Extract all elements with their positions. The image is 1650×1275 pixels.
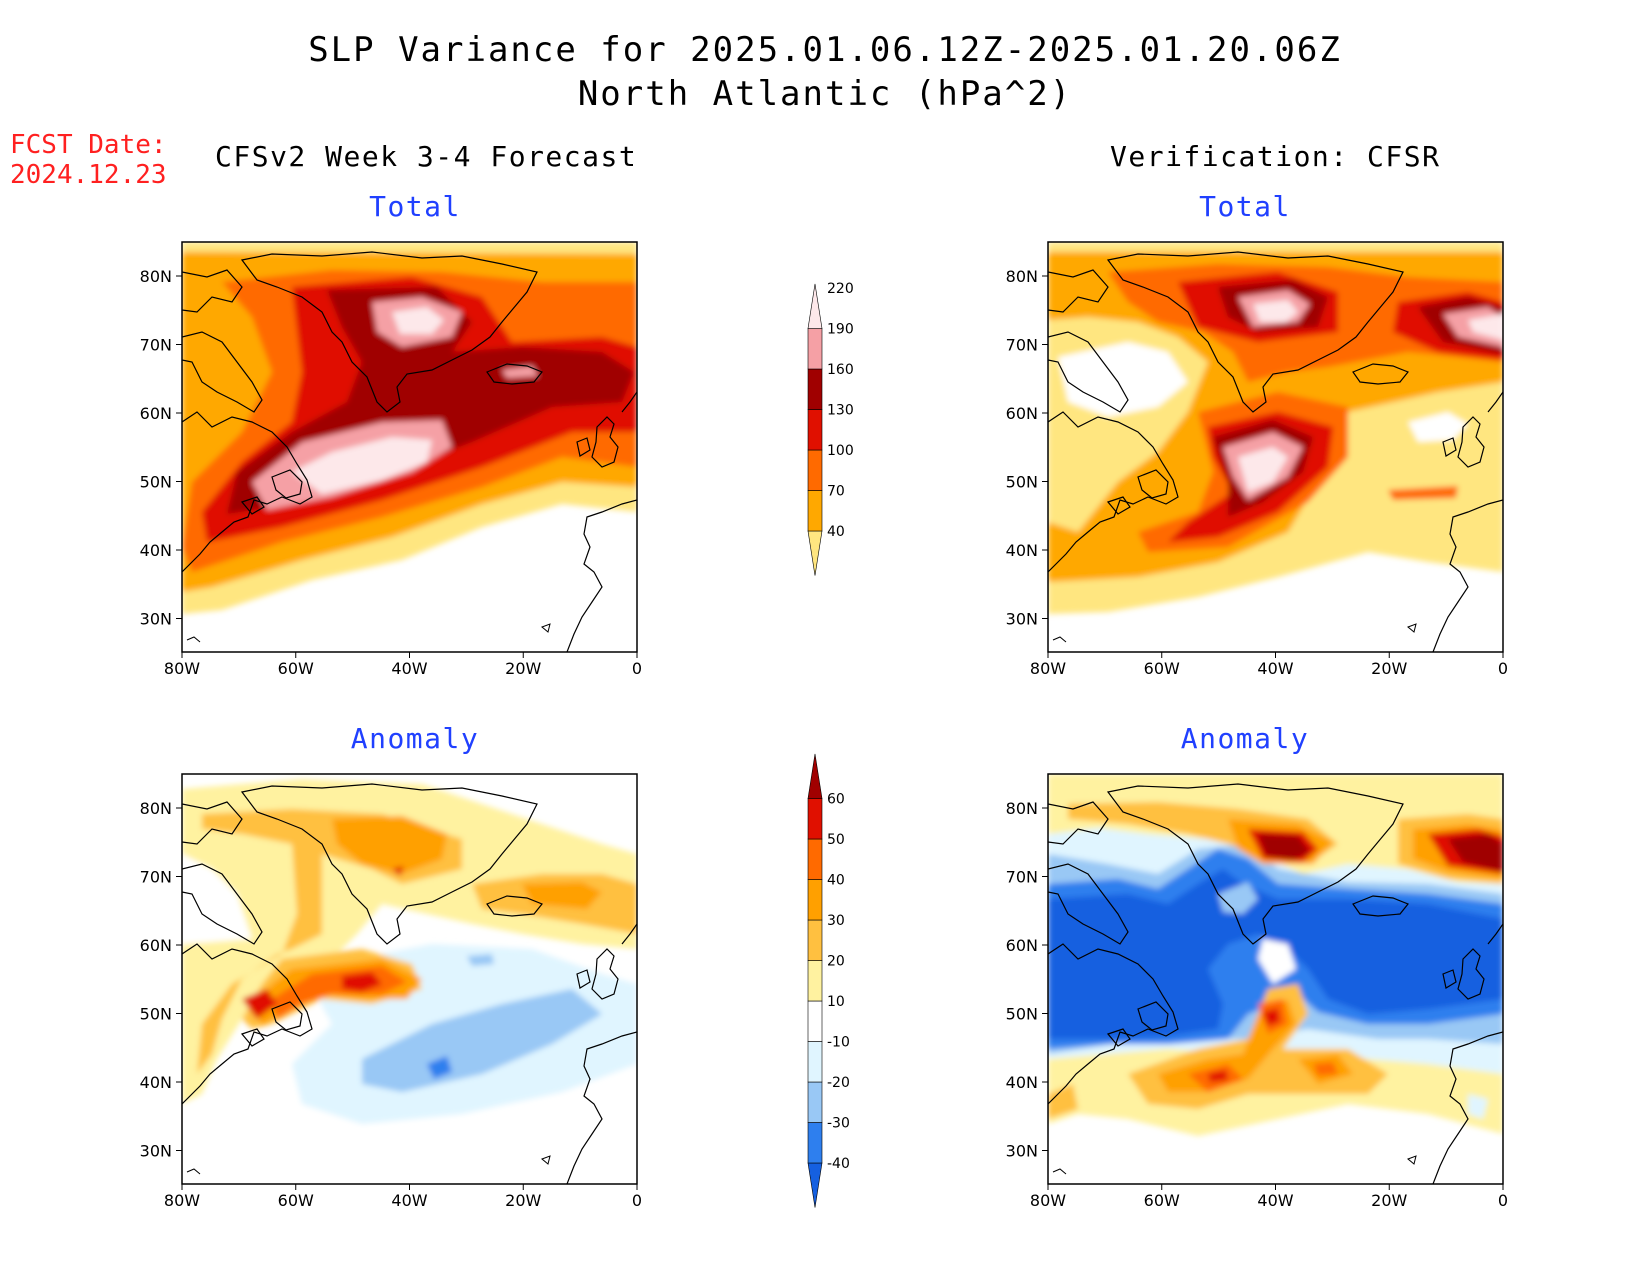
lat-tick-label: 50N: [140, 473, 172, 492]
main-title: SLP Variance for 2025.01.06.12Z-2025.01.…: [308, 30, 1342, 70]
panel-title-verification-total: Total: [1199, 190, 1291, 223]
lat-tick-label: 70N: [140, 336, 172, 355]
colorbar-swatch: [807, 283, 823, 329]
lat-tick-label: 30N: [140, 1142, 172, 1161]
colorbar-swatch: [807, 798, 823, 840]
fcst-date-label: FCST Date:: [10, 130, 167, 160]
lon-tick-label: 20W: [505, 1191, 541, 1210]
colorbar-anomaly: -40 -30 -20 -10 10 20 30 40 50 60: [807, 753, 850, 1208]
colorbar-label: 130: [827, 403, 854, 419]
forecast-anomaly-map: [181, 773, 638, 1185]
lat-tick-label: 60N: [1006, 936, 1038, 955]
lon-tick-label: 0: [632, 659, 642, 678]
lat-tick-label: 40N: [140, 541, 172, 560]
lon-tick-label: 80W: [1030, 1191, 1066, 1210]
colorbar-swatch: [807, 368, 823, 410]
colorbar-label: 10: [827, 994, 845, 1010]
lon-tick-label: 80W: [164, 659, 200, 678]
lat-tick-label: 50N: [1006, 473, 1038, 492]
colorbar-swatch: [807, 919, 823, 961]
lon-tick-label: 80W: [164, 1191, 200, 1210]
colorbar-swatch: [807, 1081, 823, 1123]
forecast-header: CFSv2 Week 3-4 Forecast: [215, 140, 638, 173]
lat-tick-label: 80N: [140, 799, 172, 818]
lat-tick-label: 40N: [1006, 1073, 1038, 1092]
colorbar-label: 30: [827, 913, 845, 929]
panel-title-forecast-total: Total: [369, 190, 461, 223]
colorbar-swatch: [807, 838, 823, 880]
colorbar-swatch: [807, 753, 823, 799]
lat-tick-label: 60N: [140, 936, 172, 955]
colorbar-swatch: [807, 449, 823, 491]
lon-tick-label: 80W: [1030, 659, 1066, 678]
lat-tick-label: 40N: [1006, 541, 1038, 560]
lat-tick-label: 30N: [140, 610, 172, 629]
colorbar-label: 70: [827, 484, 845, 500]
lat-tick-label: 60N: [140, 404, 172, 423]
lon-tick-label: 0: [1498, 1191, 1508, 1210]
lon-tick-label: 60W: [1144, 659, 1180, 678]
lon-tick-label: 0: [1498, 659, 1508, 678]
panel-title-forecast-anomaly: Anomaly: [350, 722, 480, 755]
colorbar-label: 100: [827, 443, 854, 459]
colorbar-label: 20: [827, 954, 845, 970]
colorbar-label: 50: [827, 832, 845, 848]
panel-title-verification-anomaly: Anomaly: [1180, 722, 1310, 755]
lat-tick-label: 80N: [1006, 267, 1038, 286]
colorbar-swatch: [807, 879, 823, 921]
lat-tick-label: 50N: [1006, 1005, 1038, 1024]
colorbar-swatch: [807, 409, 823, 451]
lon-tick-label: 60W: [278, 659, 314, 678]
lon-tick-label: 20W: [505, 659, 541, 678]
forecast-total-map: [181, 241, 638, 653]
colorbar-label: 190: [827, 322, 854, 338]
lat-tick-label: 70N: [1006, 336, 1038, 355]
verification-anomaly-map: [1047, 773, 1504, 1185]
lon-tick-label: 40W: [391, 1191, 427, 1210]
lon-tick-label: 20W: [1371, 1191, 1407, 1210]
lat-tick-label: 40N: [140, 1073, 172, 1092]
lon-tick-label: 60W: [1144, 1191, 1180, 1210]
colorbar-label: 40: [827, 873, 845, 889]
verification-header: Verification: CFSR: [1110, 140, 1441, 173]
lat-tick-label: 70N: [1006, 868, 1038, 887]
colorbar-swatch: [807, 960, 823, 1002]
colorbar-label: -10: [827, 1035, 850, 1051]
lon-tick-label: 60W: [278, 1191, 314, 1210]
colorbar-swatch: [807, 328, 823, 370]
lat-tick-label: 30N: [1006, 610, 1038, 629]
lon-tick-label: 20W: [1371, 659, 1407, 678]
colorbar-swatch: [807, 1041, 823, 1083]
colorbar-label: -20: [827, 1075, 850, 1091]
main-subtitle: North Atlantic (hPa^2): [577, 74, 1073, 114]
colorbar-label: 160: [827, 362, 854, 378]
colorbar-label: 60: [827, 792, 845, 808]
lon-tick-label: 40W: [1257, 659, 1293, 678]
colorbar-total: 40 70 100 130 160 190 220: [807, 281, 854, 576]
colorbar-swatch: [807, 1000, 823, 1042]
colorbar-swatch: [807, 1162, 823, 1208]
colorbar-swatch: [807, 490, 823, 532]
colorbar-label: -40: [827, 1156, 850, 1172]
lat-tick-label: 80N: [140, 267, 172, 286]
lon-tick-label: 40W: [1257, 1191, 1293, 1210]
colorbar-swatch: [807, 530, 823, 576]
fcst-date-value: 2024.12.23: [10, 160, 167, 190]
verification-total-map: [1047, 241, 1504, 653]
lat-tick-label: 50N: [140, 1005, 172, 1024]
lat-tick-label: 80N: [1006, 799, 1038, 818]
colorbar-label: 220: [827, 281, 854, 297]
colorbar-label: 40: [827, 524, 845, 540]
lat-tick-label: 30N: [1006, 1142, 1038, 1161]
colorbar-label: -30: [827, 1116, 850, 1132]
lat-tick-label: 60N: [1006, 404, 1038, 423]
colorbar-swatch: [807, 1122, 823, 1164]
lon-tick-label: 40W: [391, 659, 427, 678]
lon-tick-label: 0: [632, 1191, 642, 1210]
lat-tick-label: 70N: [140, 868, 172, 887]
